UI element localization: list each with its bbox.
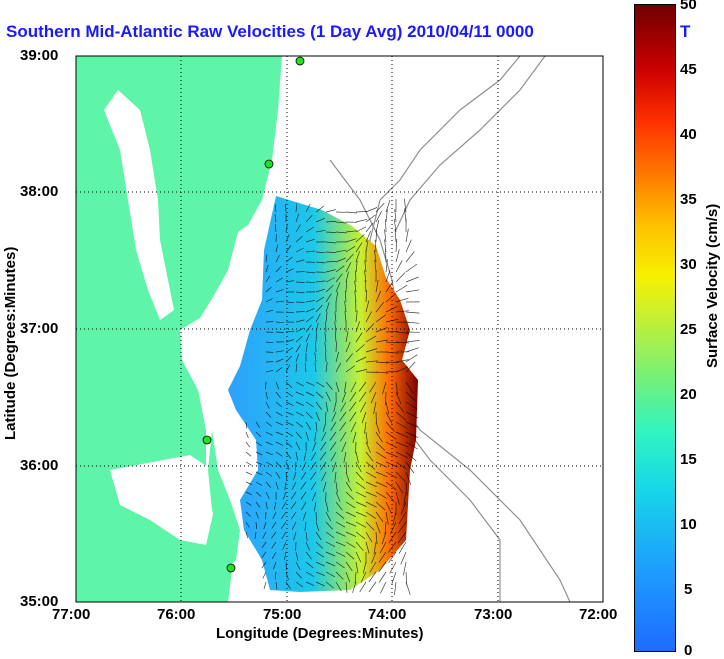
colorbar-tick: 0 bbox=[684, 642, 693, 659]
station-marker bbox=[202, 435, 212, 445]
colorbar-tick: 10 bbox=[680, 516, 697, 533]
plot-frame bbox=[75, 55, 604, 603]
y-tick-label: 38:00 bbox=[20, 183, 59, 200]
chesapeake-bay bbox=[104, 90, 174, 320]
colorbar-tick: 45 bbox=[680, 61, 697, 78]
y-axis-label: Latitude (Degrees:Minutes) bbox=[2, 246, 19, 440]
x-axis-label: Longitude (Degrees:Minutes) bbox=[216, 625, 424, 642]
colorbar-tick: 40 bbox=[680, 126, 697, 143]
map-plot bbox=[75, 55, 604, 603]
y-tick-label: 35:00 bbox=[20, 593, 59, 610]
x-tick-label: 76:00 bbox=[157, 606, 196, 623]
station-marker bbox=[226, 563, 236, 573]
velocity-vectors bbox=[245, 198, 420, 596]
colorbar-tick: 25 bbox=[680, 321, 697, 338]
x-tick-label: 74:00 bbox=[368, 606, 407, 623]
y-tick-label: 37:00 bbox=[20, 320, 59, 337]
x-tick-label: 75:00 bbox=[263, 606, 302, 623]
map-title: Southern Mid-Atlantic Raw Velocities (1 … bbox=[6, 22, 534, 41]
contour-3 bbox=[395, 56, 546, 231]
station-marker bbox=[264, 159, 274, 169]
colorbar-tick: 35 bbox=[680, 191, 697, 208]
delmarva-peninsula bbox=[180, 110, 252, 305]
colorbar-label: Surface Velocity (cm/s) bbox=[704, 203, 721, 368]
colorbar-tick: 15 bbox=[680, 451, 697, 468]
pamlico-sound bbox=[110, 455, 214, 545]
station-marker bbox=[295, 56, 305, 66]
outer-banks bbox=[208, 430, 240, 570]
y-tick-label: 39:00 bbox=[20, 47, 59, 64]
colorbar-tick: 30 bbox=[680, 256, 697, 273]
x-tick-label: 77:00 bbox=[52, 606, 91, 623]
colorbar-tick: 5 bbox=[684, 581, 693, 598]
velocity-field bbox=[228, 196, 418, 592]
x-tick-label: 72:00 bbox=[579, 606, 618, 623]
colorbar bbox=[634, 4, 676, 652]
grid bbox=[76, 56, 603, 602]
map-title-tail: T bbox=[680, 22, 691, 41]
colorbar-tick: 20 bbox=[680, 386, 697, 403]
colorbar-tick: 50 bbox=[680, 0, 697, 13]
x-tick-label: 73:00 bbox=[474, 606, 513, 623]
y-tick-label: 36:00 bbox=[20, 457, 59, 474]
